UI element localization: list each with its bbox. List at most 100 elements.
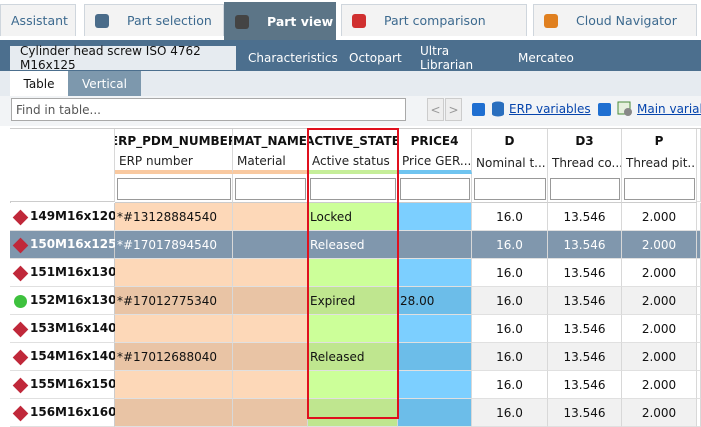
row-number: 151	[30, 265, 56, 279]
table-cell[interactable]: 16.0	[472, 259, 548, 287]
table-cell[interactable]: 13.546	[548, 287, 622, 315]
table-cell[interactable]	[398, 315, 472, 343]
table-cell[interactable]: 2.000	[622, 315, 697, 343]
row-icon	[14, 295, 27, 308]
filter-input[interactable]	[624, 178, 695, 200]
checkbox[interactable]	[472, 103, 485, 116]
column-name[interactable]: ERP_PDM_NUMBER	[115, 129, 233, 152]
table-cell[interactable]: 16.0	[472, 343, 548, 371]
table-cell[interactable]: *#17012688040	[115, 343, 233, 371]
row-number: 149	[30, 209, 56, 223]
table-cell[interactable]	[115, 259, 233, 287]
table-cell[interactable]: 16.0	[472, 287, 548, 315]
table-cell[interactable]: 16.0	[472, 371, 548, 399]
tab[interactable]: Part view	[224, 2, 336, 40]
table-cell[interactable]	[308, 371, 398, 399]
row-name: M16x140	[55, 349, 117, 363]
subtab[interactable]: Ultra Librarian	[420, 44, 474, 72]
table-cell[interactable]	[398, 259, 472, 287]
table-cell[interactable]: 16.0	[472, 399, 548, 427]
next-button[interactable]: >	[445, 98, 462, 121]
row-number: 150	[30, 237, 56, 251]
checkbox-label[interactable]: Main variabl	[637, 102, 701, 116]
table-cell[interactable]: 16.0	[472, 203, 548, 231]
view-tab[interactable]: Vertical	[68, 71, 141, 96]
filter-input[interactable]	[310, 178, 396, 200]
tab[interactable]: Part selection	[84, 4, 224, 36]
table-cell[interactable]: 2.000	[622, 343, 697, 371]
table-cell[interactable]	[115, 399, 233, 427]
subtab[interactable]: Characteristics	[248, 51, 338, 65]
search-input[interactable]: Find in table...	[11, 98, 406, 121]
table-cell[interactable]	[233, 259, 308, 287]
tab[interactable]: Assistant	[0, 4, 76, 36]
column-name[interactable]: ACTIVE_STATE	[308, 129, 398, 152]
filter-input[interactable]	[550, 178, 620, 200]
table-cell[interactable]: Expired	[308, 287, 398, 315]
table-cell[interactable]	[398, 343, 472, 371]
table-cell[interactable]: 2.000	[622, 259, 697, 287]
column-description: ERP number	[115, 152, 233, 174]
tab[interactable]: Cloud Navigator	[533, 4, 697, 36]
table-cell[interactable]: 2.000	[622, 371, 697, 399]
table-cell[interactable]: *#17012775340	[115, 287, 233, 315]
prev-button[interactable]: <	[427, 98, 444, 121]
tab-label: Part selection	[127, 13, 212, 28]
table-cell[interactable]	[398, 399, 472, 427]
table-cell[interactable]	[233, 315, 308, 343]
table-cell[interactable]: *#13128884540	[115, 203, 233, 231]
subtab[interactable]: Mercateo	[518, 51, 574, 65]
table-cell[interactable]: 28.00	[398, 287, 472, 315]
table-cell[interactable]: Locked	[308, 203, 398, 231]
view-tab[interactable]: Table	[10, 71, 68, 96]
table-cell[interactable]: 16.0	[472, 231, 548, 259]
table-cell[interactable]: 13.546	[548, 343, 622, 371]
table-cell[interactable]	[398, 203, 472, 231]
table-cell[interactable]: Released	[308, 231, 398, 259]
corner-cell	[10, 129, 115, 202]
checkbox-label[interactable]: ERP variables	[509, 102, 591, 116]
table-cell[interactable]: 13.546	[548, 399, 622, 427]
table-cell[interactable]	[233, 231, 308, 259]
tab-label: Part comparison	[384, 13, 486, 28]
table-cell[interactable]	[233, 203, 308, 231]
table-cell[interactable]	[115, 315, 233, 343]
table-cell[interactable]: 13.546	[548, 259, 622, 287]
table-cell[interactable]	[398, 231, 472, 259]
column-name[interactable]: MAT_NAME	[233, 129, 308, 152]
column-name[interactable]: PRICE4	[398, 129, 472, 152]
filter-input[interactable]	[400, 178, 470, 200]
tab-icon	[235, 14, 249, 29]
table-cell[interactable]: 13.546	[548, 315, 622, 343]
checkbox[interactable]	[598, 103, 611, 116]
table-cell[interactable]	[115, 371, 233, 399]
table-cell[interactable]	[308, 259, 398, 287]
table-cell[interactable]	[308, 315, 398, 343]
table-cell[interactable]: *#17017894540	[115, 231, 233, 259]
subtab[interactable]: Octopart	[349, 51, 402, 65]
table-cell[interactable]: Released	[308, 343, 398, 371]
table-cell[interactable]: 16.0	[472, 315, 548, 343]
table-cell[interactable]: 2.000	[622, 287, 697, 315]
table-cell[interactable]: 13.546	[548, 371, 622, 399]
table-cell[interactable]: 2.000	[622, 203, 697, 231]
filter-input[interactable]	[474, 178, 546, 200]
table-cell[interactable]: 2.000	[622, 399, 697, 427]
table-cell[interactable]	[233, 287, 308, 315]
table-cell[interactable]: 13.546	[548, 203, 622, 231]
tab[interactable]: Part comparison	[341, 4, 527, 36]
filter-input[interactable]	[235, 178, 306, 200]
table-cell[interactable]: 2.000	[622, 231, 697, 259]
table-cell[interactable]	[233, 343, 308, 371]
subtab[interactable]: Cylinder head screw ISO 4762 M16x125	[10, 44, 236, 72]
column-name[interactable]: D3	[548, 129, 622, 152]
table-cell[interactable]: 13.546	[548, 231, 622, 259]
filter-input[interactable]	[117, 178, 231, 200]
column-name[interactable]: P	[622, 129, 697, 152]
table-cell[interactable]	[233, 399, 308, 427]
table-cell[interactable]	[233, 371, 308, 399]
column-name[interactable]: D	[472, 129, 548, 152]
table-cell[interactable]	[398, 371, 472, 399]
column-description: Price GER...	[398, 152, 472, 174]
